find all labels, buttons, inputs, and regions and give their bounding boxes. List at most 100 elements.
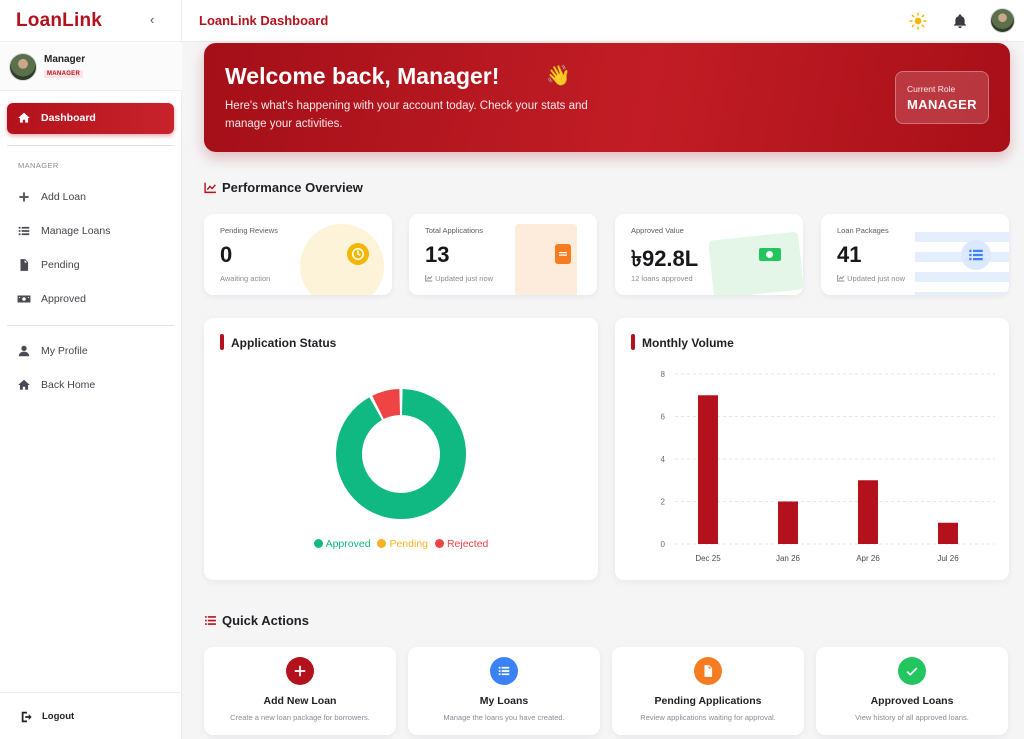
sidebar-item-pending[interactable]: Pending <box>7 253 174 277</box>
quick-action-desc: Create a new loan package for borrowers. <box>230 713 370 722</box>
quick-action-desc: Review applications waiting for approval… <box>640 713 776 722</box>
chart-line-icon <box>204 182 216 194</box>
sidebar-section-heading: MANAGER <box>18 161 59 170</box>
stat-value: 0 <box>220 242 233 267</box>
donut-chart <box>336 389 466 519</box>
stat-label: Pending Reviews <box>220 226 278 235</box>
welcome-title: Welcome back, Manager! <box>225 63 500 89</box>
bar-jan-26[interactable] <box>778 501 798 545</box>
list-icon <box>961 240 991 270</box>
bar-chart: 0 2 4 6 8 Dec 25 Jan 26 Apr 26 Jul 26 <box>661 370 995 563</box>
monthly-volume-panel: Monthly Volume 0 2 4 6 8 Dec 25 Jan 26 Apr 26 Ju… <box>615 318 1009 580</box>
quick-actions-heading: Quick Actions <box>222 613 309 628</box>
avatar[interactable] <box>990 8 1015 33</box>
stat-note-text: Updated just now <box>847 274 906 283</box>
current-role-value: MANAGER <box>907 97 977 112</box>
quick-action-add-new-loan[interactable]: Add New Loan Create a new loan package f… <box>204 647 396 735</box>
sidebar-item-label: Dashboard <box>41 112 96 124</box>
quick-action-my-loans[interactable]: My Loans Manage the loans you have creat… <box>408 647 600 735</box>
list-icon <box>490 657 518 685</box>
quick-action-title: Approved Loans <box>870 695 954 707</box>
stat-label: Total Applications <box>425 226 483 235</box>
panel-title: Application Status <box>231 336 337 350</box>
quick-action-pending-applications[interactable]: Pending Applications Review applications… <box>612 647 804 735</box>
stat-card-pending-reviews[interactable]: Pending Reviews 0 Awaiting action <box>204 214 392 295</box>
stat-value: ৳92.8L <box>631 246 699 271</box>
list-icon <box>205 616 216 625</box>
stat-note: Updated just now <box>837 274 905 283</box>
chevron-left-icon[interactable]: ‹ <box>150 12 155 27</box>
stat-note-text: Updated just now <box>435 274 494 283</box>
y-tick-label: 2 <box>661 498 666 507</box>
legend-item-rejected[interactable]: Rejected <box>434 538 488 550</box>
y-tick-label: 6 <box>661 413 666 422</box>
legend-item-pending[interactable]: Pending <box>377 538 428 550</box>
role-badge: MANAGER <box>44 70 84 78</box>
welcome-subtitle: Here's what's happening with your accoun… <box>225 100 588 130</box>
clock-icon <box>347 243 369 265</box>
sidebar-item-dashboard[interactable]: Dashboard <box>7 103 174 134</box>
bell-icon[interactable] <box>952 12 968 30</box>
chart-line-icon <box>425 275 433 282</box>
sidebar-item-back-home[interactable]: Back Home <box>7 373 174 397</box>
donut-slice-rejected[interactable] <box>372 389 401 420</box>
money-watermark-icon <box>708 231 803 295</box>
plus-icon <box>19 192 29 202</box>
logout-button[interactable]: Logout <box>20 708 140 726</box>
x-tick-label: Apr 26 <box>856 554 880 563</box>
sidebar-item-add-loan[interactable]: Add Loan <box>7 185 174 209</box>
donut-slice-approved[interactable] <box>336 389 466 519</box>
money-icon <box>17 295 31 303</box>
wave-emoji-icon: 👋 <box>546 65 571 87</box>
stat-note: 12 loans approved <box>631 274 693 283</box>
stat-label: Approved Value <box>631 226 684 235</box>
bar-jul-26[interactable] <box>938 522 958 544</box>
x-tick-label: Jul 26 <box>937 554 959 563</box>
stat-value: 13 <box>425 242 450 267</box>
x-tick-label: Dec 25 <box>695 554 721 563</box>
list-icon <box>18 226 30 236</box>
stat-card-loan-packages[interactable]: Loan Packages 41 Updated just now <box>821 214 1009 295</box>
avatar <box>9 53 37 81</box>
x-tick-label: Jan 26 <box>776 554 801 563</box>
logout-label: Logout <box>42 711 75 722</box>
application-status-panel: Application Status Approved Pending Reje… <box>204 318 598 580</box>
sidebar: LoanLink ‹ Manager MANAGER Dashboard MAN… <box>0 0 182 739</box>
list-watermark-icon <box>915 232 1009 295</box>
quick-action-desc: View history of all approved loans. <box>855 713 969 722</box>
stat-note: Awaiting action <box>220 274 271 283</box>
sidebar-item-my-profile[interactable]: My Profile <box>7 339 174 363</box>
quick-action-desc: Manage the loans you have created. <box>443 713 565 722</box>
sidebar-item-manage-loans[interactable]: Manage Loans <box>7 219 174 243</box>
sun-icon[interactable] <box>909 12 927 30</box>
sidebar-item-approved[interactable]: Approved <box>7 287 174 311</box>
y-tick-label: 4 <box>661 455 666 464</box>
brand-logo[interactable]: LoanLink <box>16 10 103 31</box>
user-card: Manager MANAGER <box>0 43 182 91</box>
quick-action-approved-loans[interactable]: Approved Loans View history of all appro… <box>816 647 1008 735</box>
bar-apr-26[interactable] <box>858 480 878 544</box>
y-tick-label: 0 <box>661 540 666 549</box>
y-tick-label: 8 <box>661 370 666 379</box>
stat-label: Loan Packages <box>837 226 889 235</box>
home-icon <box>18 112 30 123</box>
panel-accent <box>631 334 635 350</box>
quick-action-title: My Loans <box>479 695 529 707</box>
current-role-caption: Current Role <box>907 84 956 94</box>
top-bar: LoanLink Dashboard <box>182 0 1024 42</box>
sidebar-item-label: Approved <box>41 293 86 305</box>
welcome-banner: Welcome back, Manager! 👋 Here's what's h… <box>204 43 1010 152</box>
money-icon <box>759 248 781 261</box>
panel-title: Monthly Volume <box>642 336 734 350</box>
bar-dec-25[interactable] <box>698 395 718 544</box>
legend-item-approved[interactable]: Approved <box>313 538 371 550</box>
divider <box>0 41 182 42</box>
logout-icon <box>21 711 32 723</box>
user-name: Manager <box>44 54 86 65</box>
page-title: LoanLink Dashboard <box>199 13 329 28</box>
stat-card-approved-value[interactable]: Approved Value ৳92.8L 12 loans approved <box>615 214 803 295</box>
stat-card-total-applications[interactable]: Total Applications 13 Updated just now <box>409 214 597 295</box>
file-icon <box>694 657 722 685</box>
user-icon <box>18 345 30 357</box>
chart-legend: Approved Pending Rejected <box>204 538 598 550</box>
